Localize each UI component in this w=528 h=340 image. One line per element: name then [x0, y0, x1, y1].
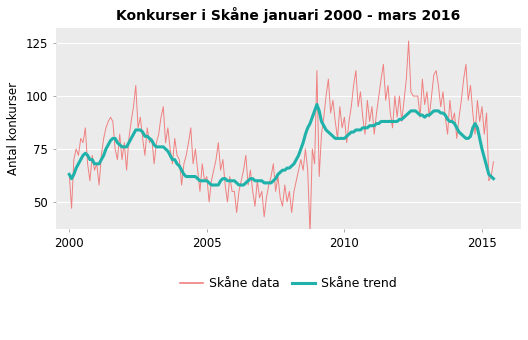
Y-axis label: Antal konkurser: Antal konkurser — [7, 82, 20, 175]
Title: Konkurser i Skåne januari 2000 - mars 2016: Konkurser i Skåne januari 2000 - mars 20… — [116, 7, 460, 23]
Legend: Skåne data, Skåne trend: Skåne data, Skåne trend — [175, 272, 401, 295]
